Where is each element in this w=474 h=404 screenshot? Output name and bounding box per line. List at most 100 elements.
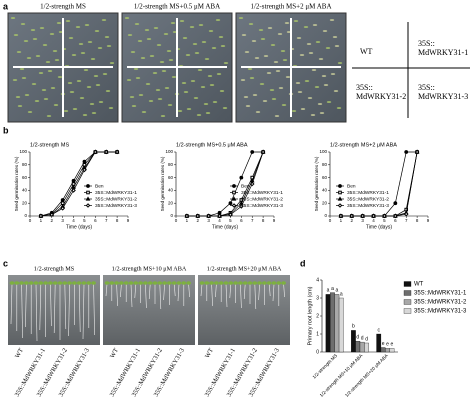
root <box>200 283 203 297</box>
seedling <box>185 54 191 56</box>
x-tick-label: 2 <box>197 218 200 223</box>
seedling <box>297 91 303 93</box>
seedling <box>183 91 189 93</box>
seedling <box>197 69 203 71</box>
leaf <box>76 281 82 285</box>
seedling <box>163 33 169 35</box>
x-tick-label: 3 <box>361 218 364 223</box>
point <box>393 213 398 219</box>
leaf <box>242 281 248 285</box>
legend-label: 35S::MdWRKY31-1 <box>95 190 137 196</box>
legend-swatch <box>403 308 412 314</box>
seedling <box>145 83 151 85</box>
x-tick-label: 8 <box>416 218 419 223</box>
point <box>217 213 222 219</box>
root <box>145 283 147 309</box>
y-tick-label: 1 <box>316 331 319 337</box>
point <box>114 149 120 155</box>
seedling <box>149 55 155 57</box>
panel-label: c <box>3 258 8 268</box>
seedling <box>312 24 318 26</box>
significance-letter: e <box>391 342 394 348</box>
seedling <box>144 29 150 31</box>
legend-label: Ben <box>241 183 250 189</box>
seedling <box>109 62 115 64</box>
point <box>228 201 233 206</box>
x-tick-label: 1 <box>186 218 189 223</box>
root <box>258 283 260 301</box>
point <box>239 175 244 180</box>
x-axis-label: Time (days) <box>212 224 239 230</box>
root <box>225 283 228 308</box>
seedling <box>300 108 306 110</box>
root <box>163 283 165 301</box>
seedling <box>259 83 265 85</box>
seedling <box>137 40 143 42</box>
seedling <box>271 98 277 100</box>
legend-swatch <box>403 290 412 296</box>
seedling <box>140 57 146 59</box>
legend-marker <box>232 184 236 188</box>
seedling <box>160 115 166 117</box>
seedling <box>216 73 222 75</box>
bar <box>355 341 361 353</box>
leaf <box>143 281 148 285</box>
seedling <box>277 33 283 35</box>
seedling <box>89 103 95 105</box>
seedling <box>127 34 133 36</box>
seedling <box>65 20 71 22</box>
seedling <box>148 100 154 102</box>
x-tick-label: 1/2-strength MS+20 μM ABA <box>344 352 390 398</box>
seedling <box>333 90 339 92</box>
y-tick-label: 20 <box>322 200 328 205</box>
seedling <box>325 47 331 49</box>
seedling <box>322 30 328 32</box>
seedling <box>314 86 320 88</box>
seedling <box>223 62 229 64</box>
seedling <box>293 20 299 22</box>
legend-label: 35S::MdWRKY31-2 <box>95 196 137 202</box>
bar <box>385 348 390 353</box>
seedling <box>296 37 302 39</box>
legend-label: 35S::MdWRKY31-3 <box>95 203 137 209</box>
seedling <box>101 19 107 21</box>
bar <box>330 292 335 353</box>
x-tick-label: 4 <box>372 218 375 223</box>
key-label: WT <box>360 47 373 56</box>
seedling <box>156 44 162 46</box>
leaf <box>157 281 163 285</box>
seedling <box>190 80 196 82</box>
seedling <box>106 45 112 47</box>
seedling <box>193 97 199 99</box>
bar <box>338 297 344 353</box>
legend-label: 35S::MdWRKY31-3 <box>241 203 283 209</box>
y-tick-label: 80 <box>322 162 328 167</box>
root <box>53 283 56 334</box>
root <box>39 283 42 331</box>
seedling <box>196 114 202 116</box>
seedling <box>97 47 103 49</box>
point <box>404 150 409 154</box>
leaf <box>52 281 58 285</box>
seedling <box>76 80 82 82</box>
seedling <box>84 24 90 26</box>
seedling <box>241 34 247 36</box>
seedling <box>299 54 305 56</box>
leaf <box>281 281 286 285</box>
x-tick-label: 6 <box>94 218 97 223</box>
seedling <box>280 50 286 52</box>
root <box>10 283 13 325</box>
leaf <box>57 281 63 285</box>
seedling <box>90 58 96 60</box>
root <box>93 283 95 336</box>
root <box>229 283 232 299</box>
leaf <box>123 281 129 285</box>
x-tick-label: 2 <box>51 218 54 223</box>
x-tick-label: 9 <box>273 218 276 223</box>
leaf <box>238 281 243 285</box>
seedling <box>244 51 250 53</box>
seedling <box>205 112 211 114</box>
seedling <box>278 87 284 89</box>
